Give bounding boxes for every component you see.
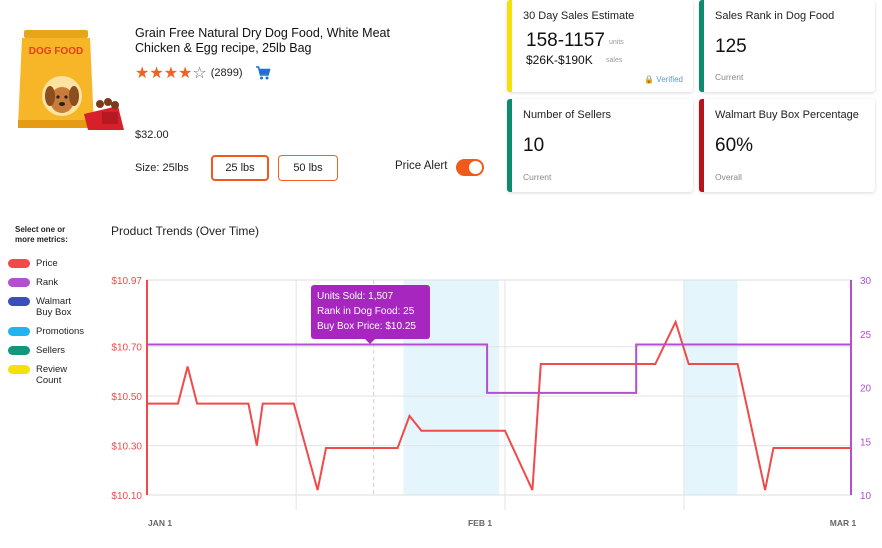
y-left-tick-label: $10.50 bbox=[111, 392, 142, 403]
chart-title: Product Trends (Over Time) bbox=[111, 224, 260, 238]
metric-rank[interactable]: Rank bbox=[8, 277, 84, 288]
cart-icon[interactable] bbox=[255, 65, 271, 81]
sales-estimate-card: 30 Day Sales Estimate 158-1157 units $26… bbox=[507, 0, 693, 92]
price-swatch bbox=[8, 259, 30, 268]
metric-price[interactable]: Price bbox=[8, 258, 84, 269]
metric-label: Sellers bbox=[36, 345, 66, 356]
sellers-sub: Current bbox=[523, 172, 552, 182]
chart-tooltip: Units Sold: 1,507 Rank in Dog Food: 25 B… bbox=[311, 285, 430, 344]
sales-rank-card: Sales Rank in Dog Food 125 Current bbox=[699, 0, 875, 92]
sellers-value: 10 bbox=[523, 135, 545, 156]
price-alert-toggle[interactable] bbox=[456, 159, 484, 176]
buybox-card: Walmart Buy Box Percentage 60% Overall bbox=[699, 99, 875, 192]
promotions-swatch bbox=[8, 327, 30, 336]
rating-count[interactable]: (2899) bbox=[210, 67, 243, 79]
promotion-band bbox=[683, 280, 738, 495]
metrics-legend: Price Rank Walmart Buy Box Promotions Se… bbox=[8, 258, 84, 394]
product-image: DOG FOOD bbox=[14, 22, 126, 134]
buybox-value: 60% bbox=[715, 135, 754, 156]
metric-sellers[interactable]: Sellers bbox=[8, 345, 84, 356]
metric-label: Price bbox=[36, 258, 58, 269]
metric-label: Rank bbox=[36, 277, 59, 288]
rating-stars: ★★★★☆ bbox=[135, 63, 207, 82]
metric-label: Review Count bbox=[36, 364, 68, 386]
metric-label: Walmart Buy Box bbox=[36, 296, 72, 318]
size-label: Size: 25lbs bbox=[135, 162, 189, 174]
price-alert-label: Price Alert bbox=[395, 160, 448, 172]
series-line-rank bbox=[147, 343, 851, 394]
size-option-25lbs[interactable]: 25 lbs bbox=[211, 155, 269, 181]
metrics-title-line1: Select one or bbox=[15, 225, 66, 234]
x-tick-label: MAR 1 bbox=[830, 518, 857, 528]
y-left-tick-label: $10.97 bbox=[111, 276, 142, 287]
y-right-tick-label: 25 bbox=[860, 330, 872, 341]
verified-badge: 🔒 Verified bbox=[644, 75, 683, 84]
y-right-tick-label: 20 bbox=[860, 384, 872, 395]
metric-label: Promotions bbox=[36, 326, 85, 337]
product-image-text: DOG FOOD bbox=[29, 46, 83, 57]
series-line-price bbox=[147, 319, 851, 491]
product-rating: ★★★★☆ (2899) bbox=[135, 64, 271, 82]
sellers-title: Number of Sellers bbox=[523, 109, 612, 121]
sales-rank-value: 125 bbox=[715, 36, 747, 57]
product-title: Grain Free Natural Dry Dog Food, White M… bbox=[135, 26, 390, 55]
sellers-card: Number of Sellers 10 Current bbox=[507, 99, 693, 192]
units-label: units bbox=[609, 39, 624, 46]
metric-promotions[interactable]: Promotions bbox=[8, 326, 84, 337]
metrics-title-line2: more metrics: bbox=[15, 235, 68, 244]
y-right-tick-label: 15 bbox=[860, 437, 872, 448]
size-option-50lbs[interactable]: 50 lbs bbox=[278, 155, 338, 181]
y-left-tick-label: $10.10 bbox=[111, 491, 142, 502]
product-price: $32.00 bbox=[135, 129, 169, 141]
review-count-swatch bbox=[8, 365, 30, 374]
y-left-tick-label: $10.30 bbox=[111, 442, 142, 453]
tooltip-buy-box-price: Buy Box Price: $10.25 bbox=[317, 321, 416, 332]
rank-swatch bbox=[8, 278, 30, 287]
metrics-title: Select one or more metrics: bbox=[15, 225, 68, 245]
units-estimate-value: 158-1157 bbox=[526, 30, 605, 51]
x-tick-label: FEB 1 bbox=[468, 518, 492, 528]
metric-review-count[interactable]: Review Count bbox=[8, 364, 84, 386]
buy-box-swatch bbox=[8, 297, 30, 306]
x-tick-label: JAN 1 bbox=[148, 518, 172, 528]
sales-rank-sub: Current bbox=[715, 72, 744, 82]
metric-walmart-buy-box[interactable]: Walmart Buy Box bbox=[8, 296, 84, 318]
buybox-title: Walmart Buy Box Percentage bbox=[715, 109, 859, 121]
y-right-tick-label: 10 bbox=[860, 491, 872, 502]
sales-rank-title: Sales Rank in Dog Food bbox=[715, 10, 835, 22]
sales-estimate-title: 30 Day Sales Estimate bbox=[523, 10, 635, 22]
sales-label: sales bbox=[606, 57, 623, 64]
buybox-sub: Overall bbox=[715, 172, 742, 182]
y-left-tick-label: $10.70 bbox=[111, 343, 142, 354]
y-right-tick-label: 30 bbox=[860, 276, 872, 287]
sellers-swatch bbox=[8, 346, 30, 355]
tooltip-rank: Rank in Dog Food: 25 bbox=[317, 306, 415, 317]
tooltip-units-sold: Units Sold: 1,507 bbox=[317, 291, 394, 302]
sales-estimate-value: $26K-$190K bbox=[526, 53, 593, 67]
